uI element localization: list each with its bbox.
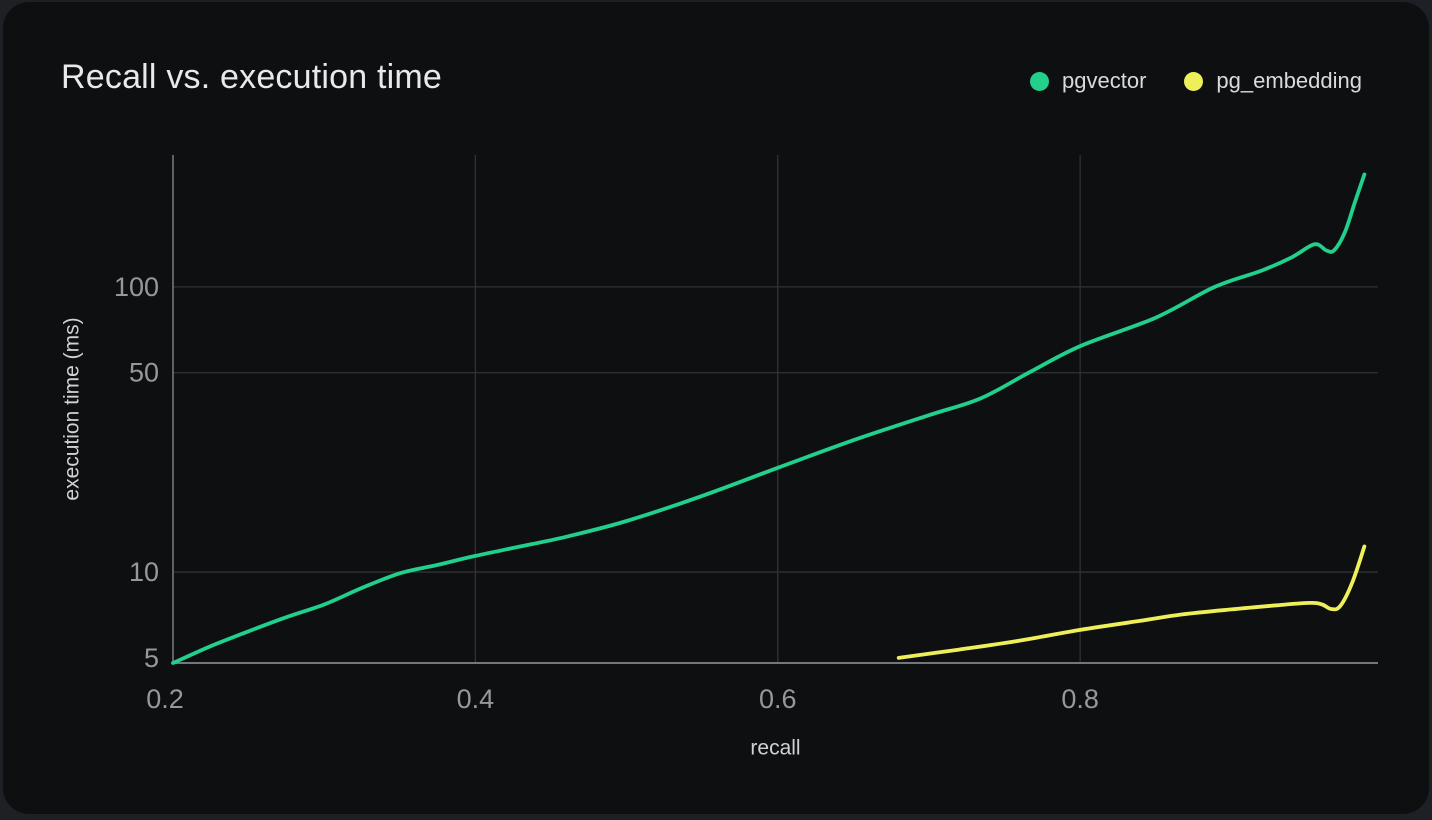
x-tick-label: 0.4: [457, 684, 495, 714]
y-tick-label: 50: [129, 358, 159, 388]
pg-embedding-legend-dot-icon: [1184, 71, 1204, 91]
y-tick-label: 10: [129, 557, 159, 587]
chart-legend: pgvector pg_embedding: [1030, 68, 1362, 94]
chart-title: Recall vs. execution time: [61, 58, 443, 96]
legend-item-pgvector[interactable]: pgvector: [1030, 68, 1146, 94]
y-tick-label: 5: [144, 643, 159, 673]
y-tick-label: 100: [114, 272, 159, 302]
legend-label-pg-embedding: pg_embedding: [1216, 68, 1362, 93]
legend-label-pgvector: pgvector: [1062, 68, 1147, 93]
line-chart-plot: 0.2 0.4 0.6 0.8 5 10 50 100 recall execution time…: [61, 155, 1378, 760]
y-axis-title: execution time (ms): [61, 317, 84, 500]
x-axis-title: recall: [750, 737, 800, 760]
x-tick-label: 0.6: [759, 684, 797, 714]
pg_embedding-line[interactable]: [896, 544, 1367, 660]
pgvector-legend-dot-icon: [1030, 71, 1050, 91]
pgvector-line[interactable]: [171, 172, 1367, 665]
x-tick-label: 0.8: [1061, 684, 1099, 714]
chart-card: Recall vs. execution time pgvector pg_em…: [3, 2, 1429, 814]
x-tick-label: 0.2: [146, 684, 184, 714]
legend-item-pg-embedding[interactable]: pg_embedding: [1184, 68, 1362, 94]
